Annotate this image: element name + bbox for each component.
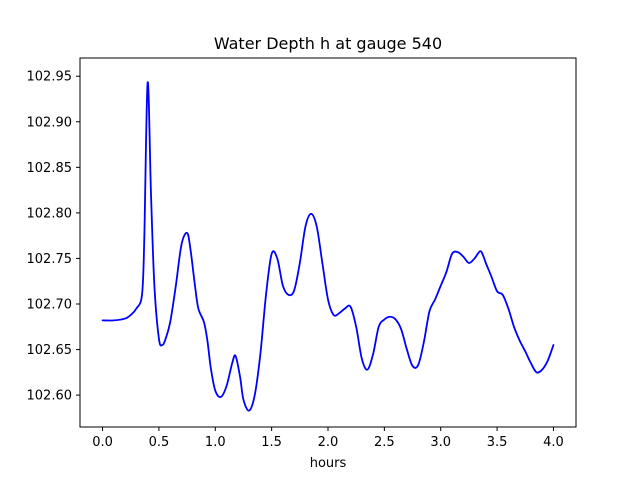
y-tick-label: 102.85	[27, 161, 73, 176]
y-tick-label: 102.75	[27, 252, 73, 267]
y-tick-label: 102.70	[27, 298, 73, 313]
x-tick-label: 4.0	[543, 435, 564, 450]
x-tick-label: 1.0	[205, 435, 226, 450]
y-tick-label: 102.80	[27, 206, 73, 221]
y-tick-label: 102.95	[27, 70, 73, 85]
x-tick-label: 0.5	[149, 435, 170, 450]
series-line	[101, 81, 555, 412]
x-tick-label: 3.0	[430, 435, 451, 450]
x-axis-label: hours	[310, 456, 347, 471]
x-tick-label: 3.5	[487, 435, 508, 450]
y-tick-label: 102.65	[27, 343, 73, 358]
x-tick-label: 1.5	[261, 435, 282, 450]
y-tick-label: 102.60	[27, 389, 73, 404]
x-tick-label: 2.0	[318, 435, 339, 450]
y-axis-ticks: 102.60 102.65 102.70 102.75 102.80 102.85 102.…	[27, 70, 80, 404]
chart-title: Water Depth h at gauge 540	[214, 34, 442, 53]
x-tick-label: 2.5	[374, 435, 395, 450]
x-axis-ticks: 0.0 0.5 1.0 1.5 2.0 2.5 3.0 3.5 4.0	[92, 427, 564, 450]
y-tick-label: 102.90	[27, 115, 73, 130]
x-tick-label: 0.0	[92, 435, 113, 450]
